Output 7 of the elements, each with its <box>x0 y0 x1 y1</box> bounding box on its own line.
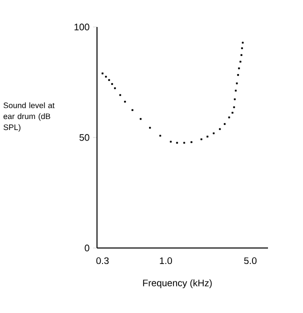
x-tick-label: 1.0 <box>160 257 172 264</box>
y-tick-label: 50 <box>80 134 90 141</box>
x-tick-label: 0.3 <box>96 257 109 264</box>
x-tick-label: 5.0 <box>244 257 257 264</box>
x-axis-title: Frequency (kHz) <box>143 279 212 288</box>
y-tick-label: 0 <box>84 244 90 252</box>
y-tick-label: 100 <box>74 24 90 30</box>
